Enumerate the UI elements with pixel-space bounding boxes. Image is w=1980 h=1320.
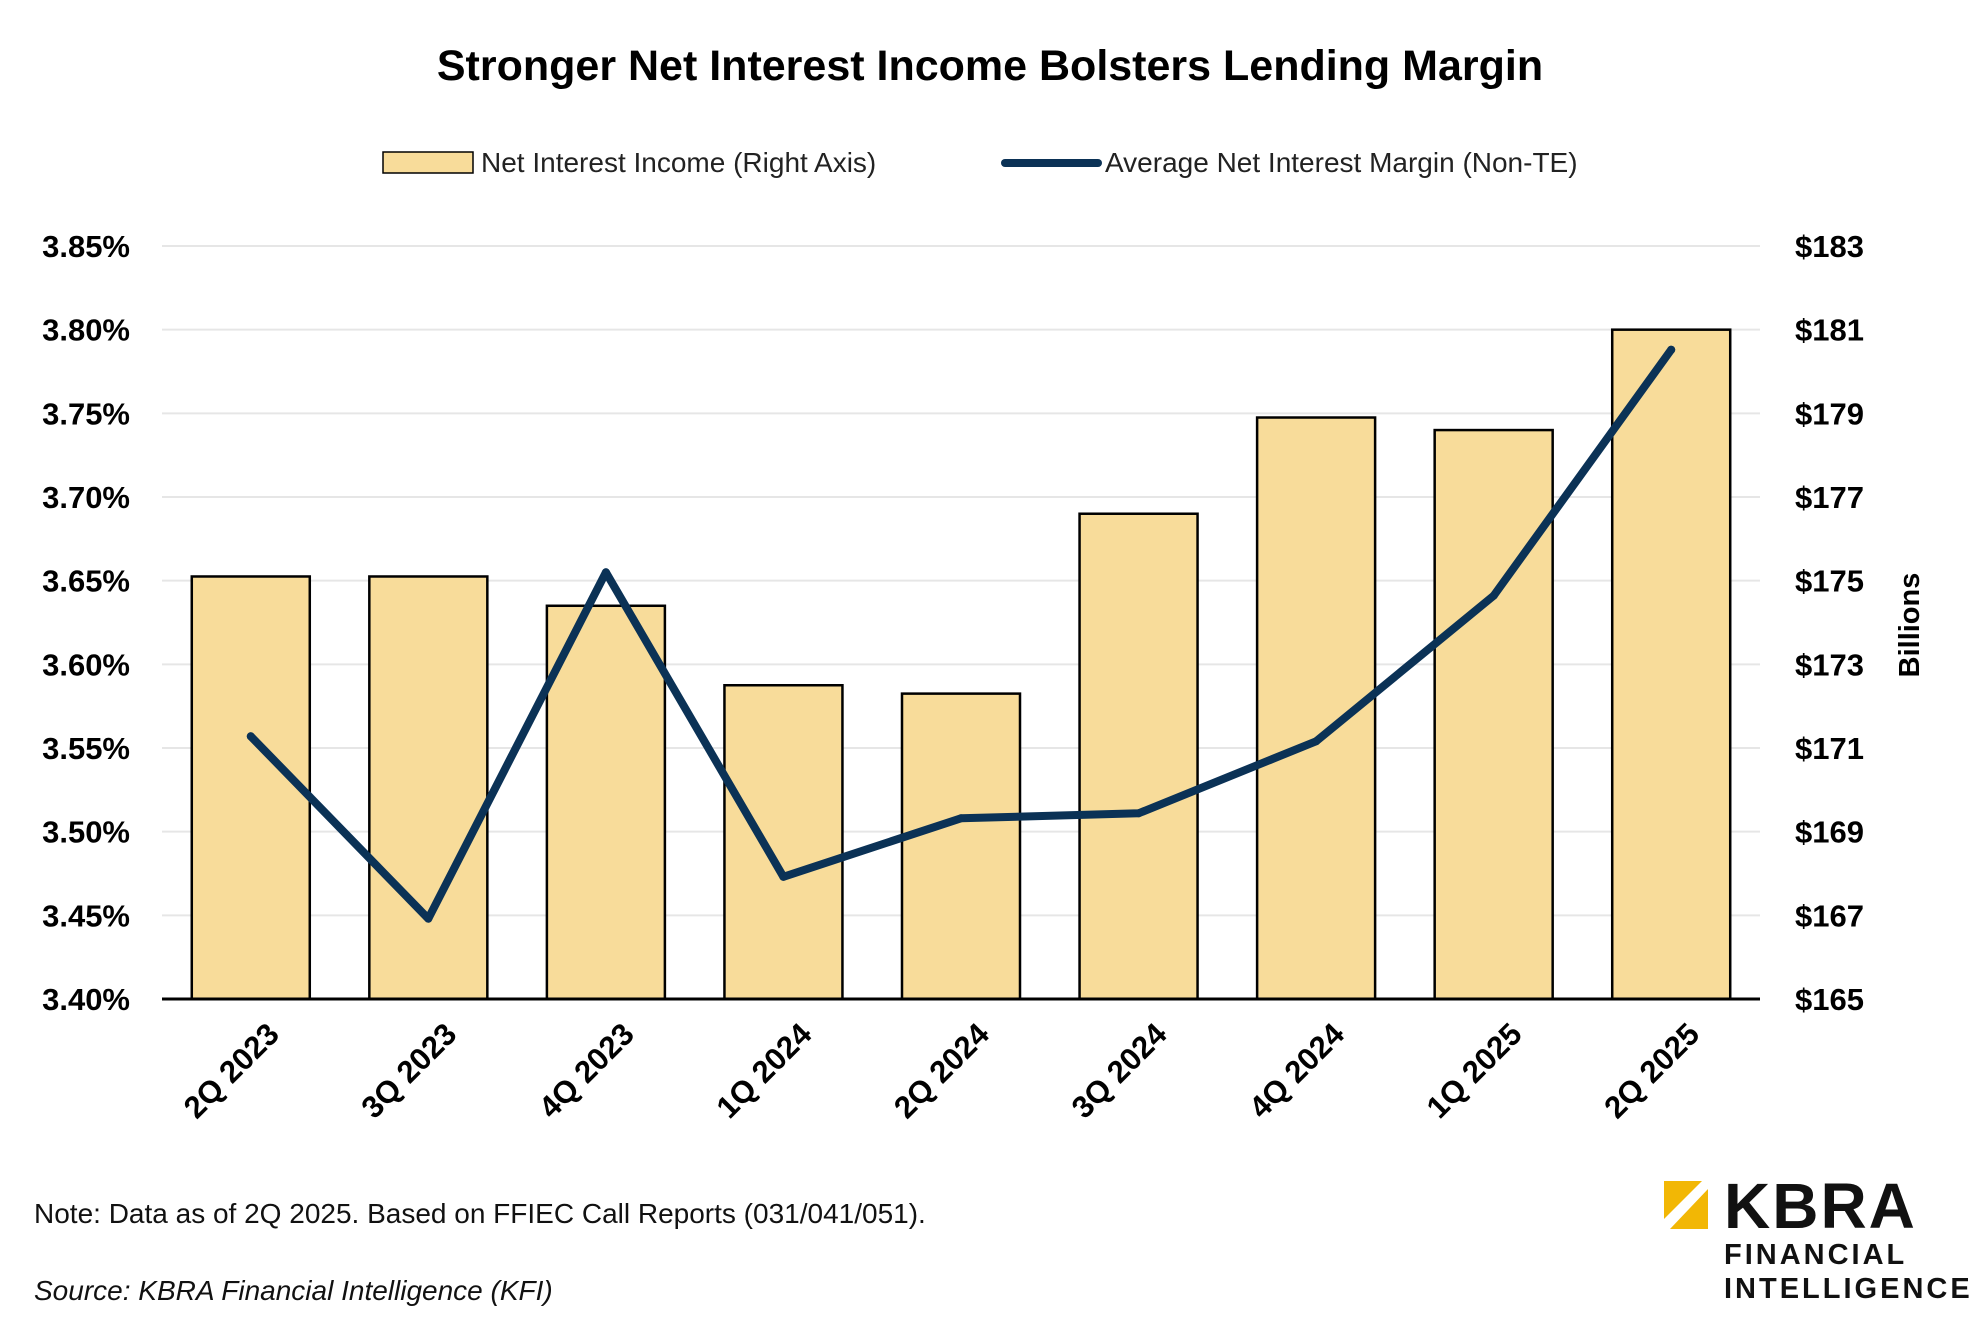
left-axis-ticks: 3.40% 3.45% 3.50% 3.55% 3.60% 3.65% 3.70% 3.75%… <box>42 229 130 1017</box>
legend-bar-swatch <box>382 151 474 174</box>
x-axis-tick-label: 4Q 2023 <box>532 1016 641 1125</box>
right-axis-tick-label: $181 <box>1795 313 1864 348</box>
left-axis-tick-label: 3.75% <box>42 396 130 431</box>
bar-2q-2025[interactable] <box>1610 328 1732 1001</box>
margin-point-2q-2024[interactable] <box>957 814 965 823</box>
x-axis-ticks: 2Q 2023 3Q 2023 4Q 2023 1Q 2024 2Q 2024 3Q 20… <box>177 1016 1706 1125</box>
logo-line-financial: FINANCIAL <box>1724 1239 1908 1271</box>
bar-4q-2023[interactable] <box>545 604 667 1001</box>
right-axis-tick-label: $179 <box>1795 396 1864 431</box>
right-axis-ticks: $165 $167 $169 $171 $173 $175 $177 $179 $181 $183 <box>1795 229 1864 1017</box>
footnote: Note: Data as of 2Q 2025. Based on FFIEC… <box>34 1198 926 1229</box>
right-axis-tick-label: $175 <box>1795 564 1864 599</box>
margin-point-1q-2024[interactable] <box>779 872 788 881</box>
bar-1q-2025[interactable] <box>1433 428 1554 1001</box>
logo-wordmark: KBRA <box>1724 1170 1917 1242</box>
right-axis-tick-label: $177 <box>1795 480 1864 515</box>
right-axis-tick-label: $171 <box>1795 731 1864 766</box>
x-axis-tick-label: 2Q 2025 <box>1597 1016 1706 1125</box>
legend-line-label: Average Net Interest Margin (Non-TE) <box>1105 147 1578 178</box>
kbra-logo[interactable]: KBRA FINANCIAL INTELLIGENCE <box>1662 1170 1970 1315</box>
source-note: Source: KBRA Financial Intelligence (KFI… <box>34 1275 553 1306</box>
margin-point-4q-2023[interactable] <box>601 568 610 577</box>
bar-3q-2024[interactable] <box>1078 512 1199 1001</box>
x-axis-tick-label: 2Q 2024 <box>887 1016 996 1125</box>
left-axis-tick-label: 3.70% <box>42 480 130 515</box>
margin-point-3q-2024[interactable] <box>1134 809 1143 818</box>
bar-3q-2023[interactable] <box>368 575 489 1001</box>
x-axis-tick-label: 3Q 2024 <box>1065 1016 1174 1125</box>
left-axis-tick-label: 3.55% <box>42 731 130 766</box>
left-axis-tick-label: 3.50% <box>42 815 130 850</box>
right-axis-label: Billions <box>1894 573 1926 678</box>
left-axis-tick-label: 3.60% <box>42 647 130 682</box>
right-axis-tick-label: $183 <box>1795 229 1864 264</box>
margin-point-4q-2024[interactable] <box>1312 737 1321 746</box>
margin-point-1q-2025[interactable] <box>1489 591 1498 600</box>
kbra-logo-mark <box>1664 1181 1708 1229</box>
right-axis-tick-label: $173 <box>1795 647 1864 682</box>
x-axis-tick-label: 1Q 2025 <box>1420 1016 1529 1125</box>
chart-title: Stronger Net Interest Income Bolsters Le… <box>437 42 1543 90</box>
left-axis-tick-label: 3.40% <box>42 982 130 1017</box>
margin-point-2q-2025[interactable] <box>1667 345 1676 354</box>
right-axis-tick-label: $165 <box>1795 982 1864 1017</box>
x-axis-tick-label: 3Q 2023 <box>354 1016 463 1125</box>
margin-point-3q-2023[interactable] <box>424 914 433 923</box>
left-axis-tick-label: 3.45% <box>42 898 130 933</box>
left-axis-tick-label: 3.65% <box>42 564 130 599</box>
x-axis-tick-label: 1Q 2024 <box>710 1016 819 1125</box>
legend-bar-label: Net Interest Income (Right Axis) <box>481 147 876 178</box>
x-axis-tick-label: 2Q 2023 <box>177 1016 286 1125</box>
margin-point-2q-2023[interactable] <box>246 732 255 741</box>
bar-2q-2023[interactable] <box>190 575 312 1001</box>
legend: Net Interest Income (Right Axis) Average… <box>382 147 1578 178</box>
left-axis-tick-label: 3.85% <box>42 229 130 264</box>
bar-1q-2024[interactable] <box>723 684 844 1001</box>
right-axis-tick-label: $169 <box>1795 815 1864 850</box>
logo-line-intelligence: INTELLIGENCE <box>1724 1273 1973 1305</box>
left-axis-tick-label: 3.80% <box>42 313 130 348</box>
bar-2q-2024[interactable] <box>900 692 1022 1001</box>
x-axis-tick-label: 4Q 2024 <box>1242 1016 1351 1125</box>
right-axis-tick-label: $167 <box>1795 898 1864 933</box>
